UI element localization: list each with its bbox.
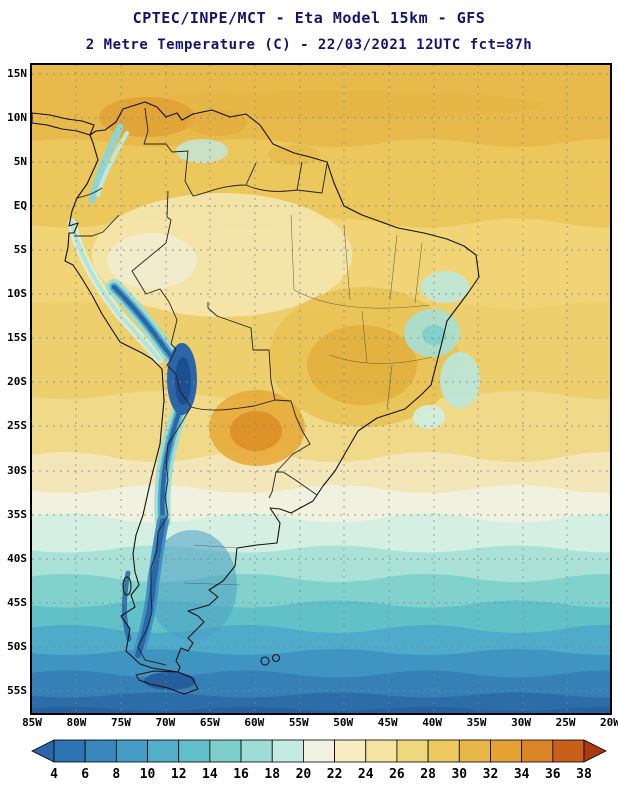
colorbar-tick-label: 34 — [514, 767, 530, 782]
colorbar-tick-label: 30 — [451, 767, 467, 782]
lat-label: 20S — [7, 375, 27, 389]
lat-label: 25S — [7, 419, 27, 433]
lat-label: 50S — [7, 639, 27, 653]
lon-label: 25W — [555, 716, 576, 729]
colorbar-segment — [490, 739, 523, 763]
colorbar-segment — [365, 739, 398, 763]
coastline — [32, 101, 480, 695]
colorbar-segment — [147, 739, 180, 763]
colorbar-segment — [84, 739, 117, 763]
lon-label: 85W — [22, 716, 42, 729]
lon-label: 75W — [110, 716, 131, 729]
title-line-2: 2 Metre Temperature (C) - 22/03/2021 12U… — [85, 37, 533, 53]
colorbar-tick-label: 26 — [389, 767, 405, 782]
lat-label: 40S — [7, 551, 27, 565]
chiloe-island — [122, 576, 132, 596]
colorbar-tick-label: 8 — [112, 767, 120, 782]
lon-label: 20W — [600, 716, 618, 729]
lat-label: 10N — [7, 110, 27, 124]
lon-label: 70W — [155, 716, 176, 729]
lat-label: 10S — [7, 287, 27, 301]
colorbar-tick-label: 18 — [264, 767, 280, 782]
colorbar-tick-label: 6 — [81, 767, 89, 782]
lat-label: 5N — [13, 154, 27, 168]
state-borders — [183, 214, 433, 586]
map-frame — [30, 63, 612, 715]
lon-label: 40W — [422, 716, 443, 729]
colorbar-segment — [209, 739, 242, 763]
land-temperature-patches — [92, 91, 542, 466]
colorbar-tick-label: 20 — [296, 767, 312, 782]
lon-label: 80W — [66, 716, 87, 729]
colorbar-segment — [552, 739, 585, 763]
title-line-1: CPTEC/INPE/MCT - Eta Model 15km - GFS — [132, 9, 486, 27]
colorbar-tick-label: 16 — [233, 767, 249, 782]
colorbar-tick-label: 32 — [483, 767, 499, 782]
tierra-del-fuego — [135, 670, 199, 695]
colorbar-tick-label: 14 — [202, 767, 218, 782]
colorbar-segment — [240, 739, 273, 763]
colorbar-tick-label: 24 — [358, 767, 374, 782]
lon-label: 30W — [511, 716, 531, 729]
falkland-island-west — [260, 656, 270, 666]
colorbar: 4 6 8 10 12 14 16 18 20 22 24 26 28 30 32 34 36 38 — [30, 738, 608, 786]
lat-label: 55S — [7, 683, 27, 697]
colorbar-tick-label: 4 — [50, 767, 58, 782]
falkland-island-east — [271, 653, 281, 663]
lat-label: 5S — [13, 243, 27, 257]
colorbar-left-arrow — [31, 739, 55, 763]
lat-label: 30S — [7, 463, 27, 477]
coastal-cool-strip — [67, 218, 164, 364]
colorbar-segment — [396, 739, 429, 763]
lat-label: 35S — [7, 507, 27, 521]
colorbar-segment — [458, 739, 491, 763]
colorbar-tick-label: 28 — [420, 767, 436, 782]
graticule-grid-lines — [32, 65, 610, 713]
colorbar-segment — [178, 739, 211, 763]
colorbar-segment — [303, 739, 335, 763]
colorbar-tick-label: 12 — [171, 767, 187, 782]
figure-titles: CPTEC/INPE/MCT - Eta Model 15km - GFS 2 … — [0, 6, 618, 57]
temperature-map — [32, 65, 610, 713]
colorbar-tick-label: 22 — [327, 767, 343, 782]
lat-label: 15S — [7, 331, 27, 345]
lat-label: 45S — [7, 595, 27, 609]
central-america-isthmus — [32, 112, 95, 136]
lon-label: 35W — [466, 716, 487, 729]
colorbar-tick-label: 38 — [576, 767, 592, 782]
colorbar-segment — [521, 739, 554, 763]
colorbar-right-arrow — [583, 739, 607, 763]
lon-label: 55W — [288, 716, 309, 729]
lat-label: 15N — [7, 66, 27, 80]
lon-label: 65W — [199, 716, 220, 729]
colorbar-segment — [334, 739, 367, 763]
lon-label: 45W — [377, 716, 398, 729]
lat-label: EQ — [13, 199, 27, 213]
colorbar-tick-label: 36 — [545, 767, 561, 782]
country-borders — [74, 107, 328, 666]
colorbar-segment — [427, 739, 460, 763]
colorbar-scale: 4 6 8 10 12 14 16 18 20 22 24 26 28 30 32 34 36 38 — [31, 739, 607, 782]
colorbar-segment — [271, 739, 304, 763]
lon-label: 50W — [333, 716, 354, 729]
lon-label: 60W — [244, 716, 265, 729]
colorbar-tick-label: 10 — [140, 767, 156, 782]
colorbar-segment — [115, 739, 148, 763]
colorbar-segment — [53, 739, 86, 763]
